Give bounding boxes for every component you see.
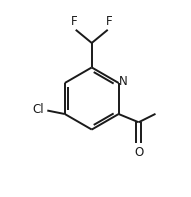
Text: F: F <box>106 15 113 28</box>
Text: F: F <box>70 15 77 28</box>
Text: O: O <box>134 146 143 159</box>
Text: Cl: Cl <box>33 103 45 116</box>
Text: N: N <box>118 75 127 88</box>
